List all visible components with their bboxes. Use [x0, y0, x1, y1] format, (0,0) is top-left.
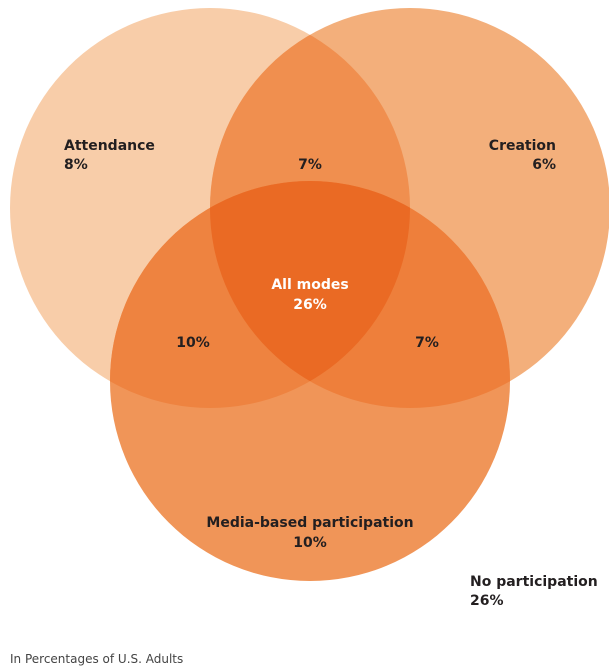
creation-value: 6%: [532, 157, 556, 173]
creation-media-value: 7%: [415, 335, 439, 351]
caption: In Percentages of U.S. Adults: [10, 652, 184, 666]
no-participation-value: 26%: [470, 593, 504, 609]
all-modes-overlap: [210, 181, 410, 408]
all-modes-label: All modes: [271, 277, 348, 293]
media-label: Media-based participation: [206, 515, 413, 531]
attendance-media-value: 10%: [176, 335, 210, 351]
no-participation-label: No participation: [470, 574, 598, 590]
no-participation: No participation 26%: [470, 573, 598, 611]
attendance-creation-value: 7%: [298, 157, 322, 173]
attendance-label: Attendance: [64, 138, 155, 154]
creation-label: Creation: [489, 138, 556, 154]
media-value: 10%: [293, 535, 327, 551]
attendance-value: 8%: [64, 157, 88, 173]
all-modes-value: 26%: [293, 297, 327, 313]
